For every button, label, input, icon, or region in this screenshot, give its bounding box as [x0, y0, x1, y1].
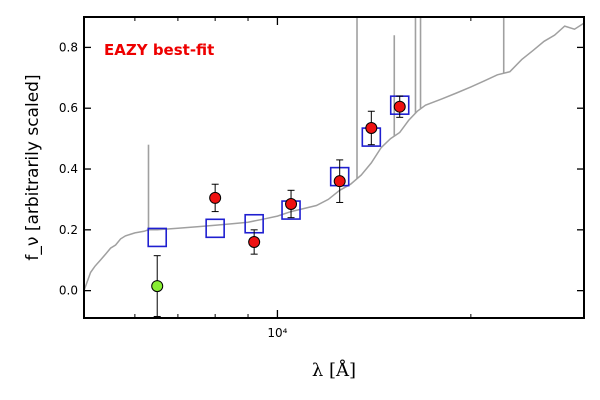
- x-axis-label: λ [Å]: [312, 359, 356, 381]
- observed-photometry-point: [333, 175, 346, 188]
- model-photometry-marker: [205, 218, 225, 239]
- non-detection-point: [151, 280, 164, 293]
- model-photometry-layer: [147, 95, 410, 248]
- observed-photometry-point: [365, 121, 378, 134]
- emission-lines-layer: [147, 18, 505, 230]
- y-tick-label: 0.0: [59, 284, 78, 298]
- ticks-layer: 0.0 0.2 0.4 0.6 0.8 10⁴: [59, 17, 585, 340]
- observed-photometry-point: [209, 191, 222, 204]
- y-axis-label: f_ν [arbitrarily scaled]: [23, 74, 43, 260]
- y-tick-label: 0.4: [59, 162, 78, 176]
- model-spectrum-line: [83, 22, 585, 291]
- observed-photometry-layer: [151, 95, 406, 317]
- model-spectrum-layer: [83, 22, 585, 291]
- observed-photometry-point: [285, 197, 298, 210]
- x-tick-label: 10⁴: [267, 326, 287, 340]
- model-photometry-marker: [147, 227, 168, 248]
- observed-photometry-point: [393, 100, 406, 113]
- y-tick-label: 0.8: [59, 40, 78, 54]
- y-tick-label: 0.6: [59, 101, 78, 115]
- y-tick-label: 0.2: [59, 223, 78, 237]
- observed-photometry-point: [248, 235, 261, 248]
- plot-frame: [83, 16, 585, 319]
- annotation-label: EAZY best-fit: [104, 41, 214, 59]
